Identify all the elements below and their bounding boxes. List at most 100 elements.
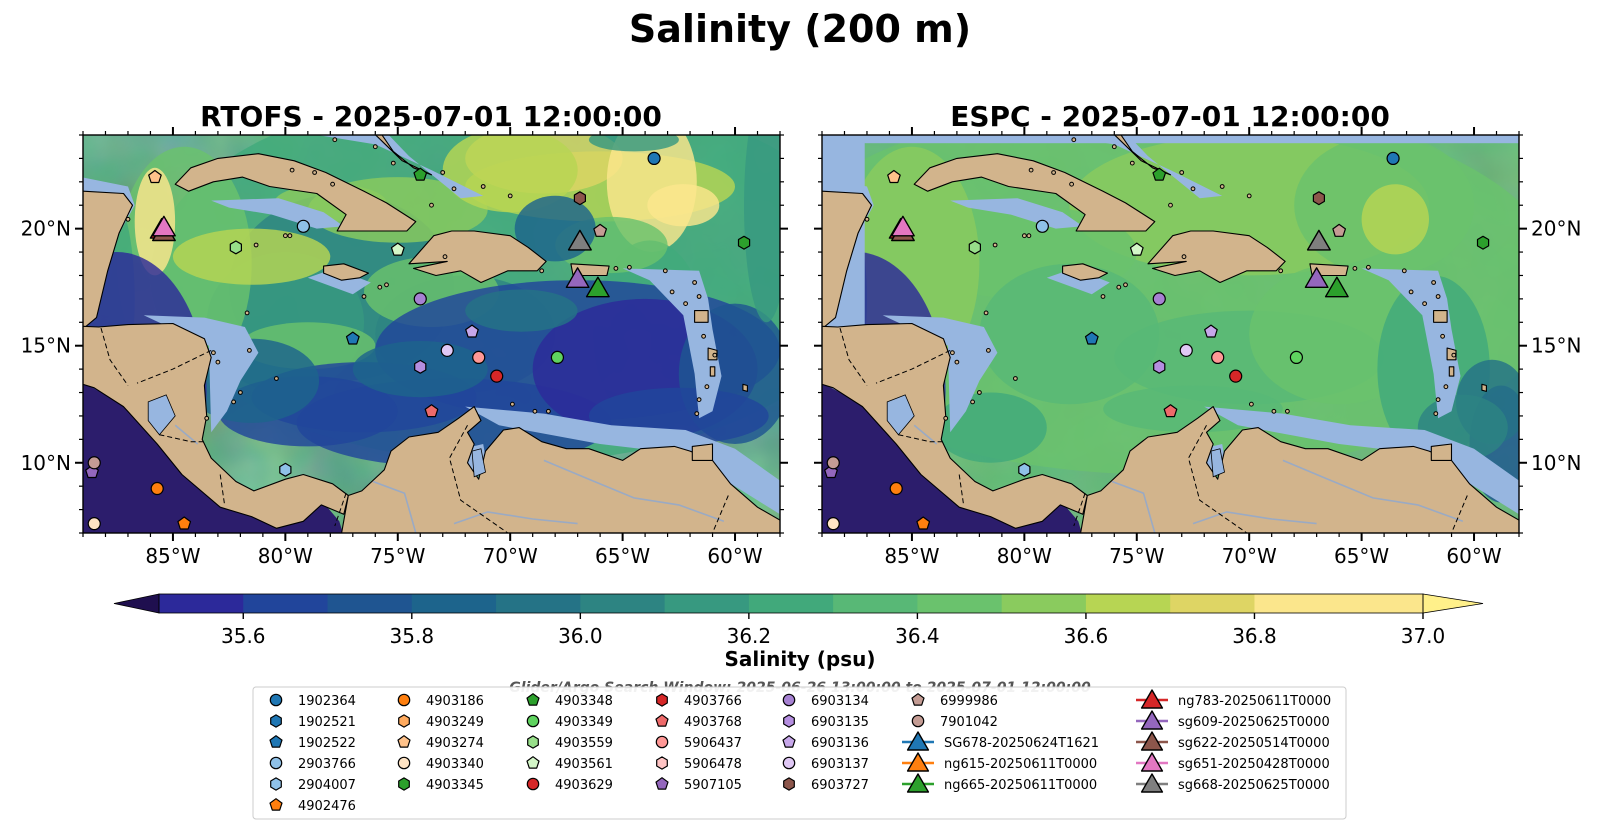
country-border xyxy=(839,327,868,386)
land-bahamas xyxy=(1113,135,1172,176)
argo-float-4902476 xyxy=(916,516,931,530)
islet xyxy=(1408,289,1414,295)
land-centralam xyxy=(822,322,1088,529)
land-trinidad xyxy=(1430,443,1453,461)
argo-float-6999986 xyxy=(1332,223,1347,237)
islet xyxy=(330,181,336,187)
glider-SG678-20250624T1621 xyxy=(653,78,676,98)
argo-float-4903274 xyxy=(148,169,162,184)
legend-label-4903349: 4903349 xyxy=(555,715,613,730)
colorbar-label: Salinity (psu) xyxy=(724,647,875,671)
argo-float-6903134 xyxy=(1152,292,1166,306)
argo-float-4903768 xyxy=(1163,404,1178,418)
islet xyxy=(287,233,293,239)
land-centralam xyxy=(83,322,349,529)
argo-float-1902522 xyxy=(1084,331,1099,345)
argo-float-6999986 xyxy=(593,223,608,237)
legend-marker-sg668-20250625T0000 xyxy=(1140,773,1164,793)
legend-marker-sg609-20250625T0000 xyxy=(1140,710,1164,730)
pacific-ocean xyxy=(822,384,1082,533)
land-guadeloupe xyxy=(1433,310,1448,323)
islet xyxy=(1051,170,1056,175)
legend-label-5906437: 5906437 xyxy=(684,736,742,751)
islet xyxy=(253,242,259,248)
islet xyxy=(1285,408,1290,414)
land-hispaniola xyxy=(408,230,547,284)
argo-float-4903186 xyxy=(150,481,164,496)
lat-tick-label: 10°N xyxy=(21,451,71,475)
islet xyxy=(950,350,955,356)
glider-sg651-20250428T0000 xyxy=(891,215,915,237)
river xyxy=(1282,459,1464,523)
islet xyxy=(274,376,279,381)
islet xyxy=(683,301,688,307)
argo-float-6903137 xyxy=(440,343,454,357)
argo-float-1902522 xyxy=(345,331,360,345)
islet xyxy=(215,359,221,365)
colorbar-tick-label: 37.0 xyxy=(1401,624,1446,648)
argo-float-4903349 xyxy=(550,350,565,365)
legend: 1902364 1902521 1902522 2903766 2904007 49024… xyxy=(252,686,1347,820)
colorbar-tick-label: 36.6 xyxy=(1064,624,1109,648)
argo-float-4903629 xyxy=(1229,369,1243,383)
islet xyxy=(613,266,619,271)
land-hispaniola xyxy=(1147,230,1286,284)
colorbar-tick-label: 36.0 xyxy=(558,624,603,648)
lon-tick-label: 85°W xyxy=(145,544,200,568)
colorbar-segment xyxy=(917,594,1003,613)
islet xyxy=(510,401,515,407)
country-border xyxy=(136,349,212,384)
legend-marker-4903629 xyxy=(526,777,540,791)
glider-sg668-20250625T0000 xyxy=(567,229,592,251)
legend-marker-6903137 xyxy=(782,756,796,770)
islet xyxy=(429,202,434,208)
legend-marker-6903727 xyxy=(783,777,795,791)
islet xyxy=(312,170,318,175)
islet xyxy=(704,384,710,390)
islet xyxy=(1366,264,1371,270)
country-border xyxy=(448,425,510,533)
colorbar-tick-label: 36.4 xyxy=(895,624,940,648)
legend-label-sg668-20250625T0000: sg668-20250625T0000 xyxy=(1178,778,1330,793)
islet xyxy=(1179,170,1185,175)
shelf-mask xyxy=(1361,268,1461,419)
legend-marker-1902521 xyxy=(270,714,282,728)
islet xyxy=(1278,268,1284,274)
lon-tick-label: 85°W xyxy=(884,544,939,568)
legend-label-ng665-20250611T0000: ng665-20250611T0000 xyxy=(944,778,1097,793)
axes-frame-rtofs xyxy=(82,134,781,534)
axis-ticks-rtofs: 85°W 80°W 75°W 70°W 65°W 60°W 10°N 15°N 20°N xyxy=(21,127,788,568)
land-jamaica xyxy=(323,263,370,281)
salinity-patch xyxy=(172,228,331,285)
colorbar-segment xyxy=(496,594,581,613)
legend-label-1902522: 1902522 xyxy=(298,736,356,751)
legend-marker-4903274 xyxy=(397,735,411,748)
islet xyxy=(1111,144,1117,150)
legend-label-sg651-20250428T0000: sg651-20250428T0000 xyxy=(1178,757,1330,772)
shelf-mask xyxy=(1056,135,1223,199)
lon-tick-label: 70°W xyxy=(483,544,538,568)
legend-marker-sg622-20250514T0000 xyxy=(1140,731,1164,751)
argo-float-5906437 xyxy=(472,350,486,365)
country-border xyxy=(334,493,347,527)
lon-tick-label: 65°W xyxy=(1334,544,1389,568)
argo-float-6903134 xyxy=(413,292,427,306)
islet xyxy=(954,359,960,365)
islet xyxy=(1116,284,1122,290)
legend-label-6999986: 6999986 xyxy=(940,694,998,709)
lon-tick-label: 70°W xyxy=(1222,544,1277,568)
legend-marker-4903340 xyxy=(397,756,411,770)
country-border xyxy=(1073,493,1086,527)
islet xyxy=(696,397,702,403)
shelf-mask xyxy=(882,315,998,433)
legend-marker-2904007 xyxy=(270,777,282,791)
glider-sg651-20250428T0000 xyxy=(151,215,176,237)
legend-label-6903727: 6903727 xyxy=(811,778,869,793)
legend-marker-4903345 xyxy=(398,777,410,791)
country-border xyxy=(219,474,226,505)
land-stlucia xyxy=(1448,366,1455,377)
argo-float-4903349 xyxy=(1289,350,1304,365)
argo-float-1902364 xyxy=(1386,151,1400,166)
islet xyxy=(1246,193,1252,199)
